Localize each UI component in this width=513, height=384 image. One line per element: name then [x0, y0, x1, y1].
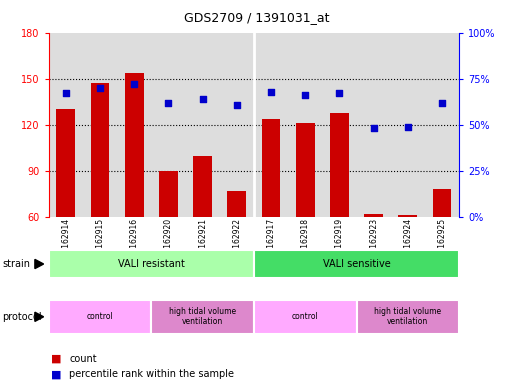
Text: control: control [292, 312, 319, 321]
Bar [125, 73, 144, 217]
Text: ■: ■ [51, 354, 62, 364]
Point [438, 99, 446, 106]
Point [62, 90, 70, 96]
Bar [262, 119, 281, 217]
Bar [330, 113, 349, 217]
Text: control: control [87, 312, 113, 321]
Point [130, 81, 139, 87]
Text: VALI resistant: VALI resistant [118, 259, 185, 269]
Bar [227, 191, 246, 217]
Text: VALI sensitive: VALI sensitive [323, 259, 390, 269]
Bar [159, 171, 178, 217]
Text: high tidal volume
ventilation: high tidal volume ventilation [374, 307, 441, 326]
Text: percentile rank within the sample: percentile rank within the sample [69, 369, 234, 379]
Bar [399, 215, 417, 217]
Text: count: count [69, 354, 97, 364]
Text: protocol: protocol [3, 312, 42, 322]
Point [404, 124, 412, 130]
Text: GDS2709 / 1391031_at: GDS2709 / 1391031_at [184, 11, 329, 24]
Bar [56, 109, 75, 217]
Bar [364, 214, 383, 217]
Bar [296, 123, 314, 217]
Point [164, 99, 172, 106]
Point [301, 92, 309, 98]
Text: high tidal volume
ventilation: high tidal volume ventilation [169, 307, 236, 326]
Point [96, 85, 104, 91]
Point [336, 90, 344, 96]
Text: strain: strain [3, 259, 31, 269]
Bar [91, 83, 109, 217]
Text: ■: ■ [51, 369, 62, 379]
Point [267, 89, 275, 95]
Point [369, 126, 378, 132]
Point [199, 96, 207, 102]
Point [233, 101, 241, 108]
Bar [432, 189, 451, 217]
Bar [193, 156, 212, 217]
